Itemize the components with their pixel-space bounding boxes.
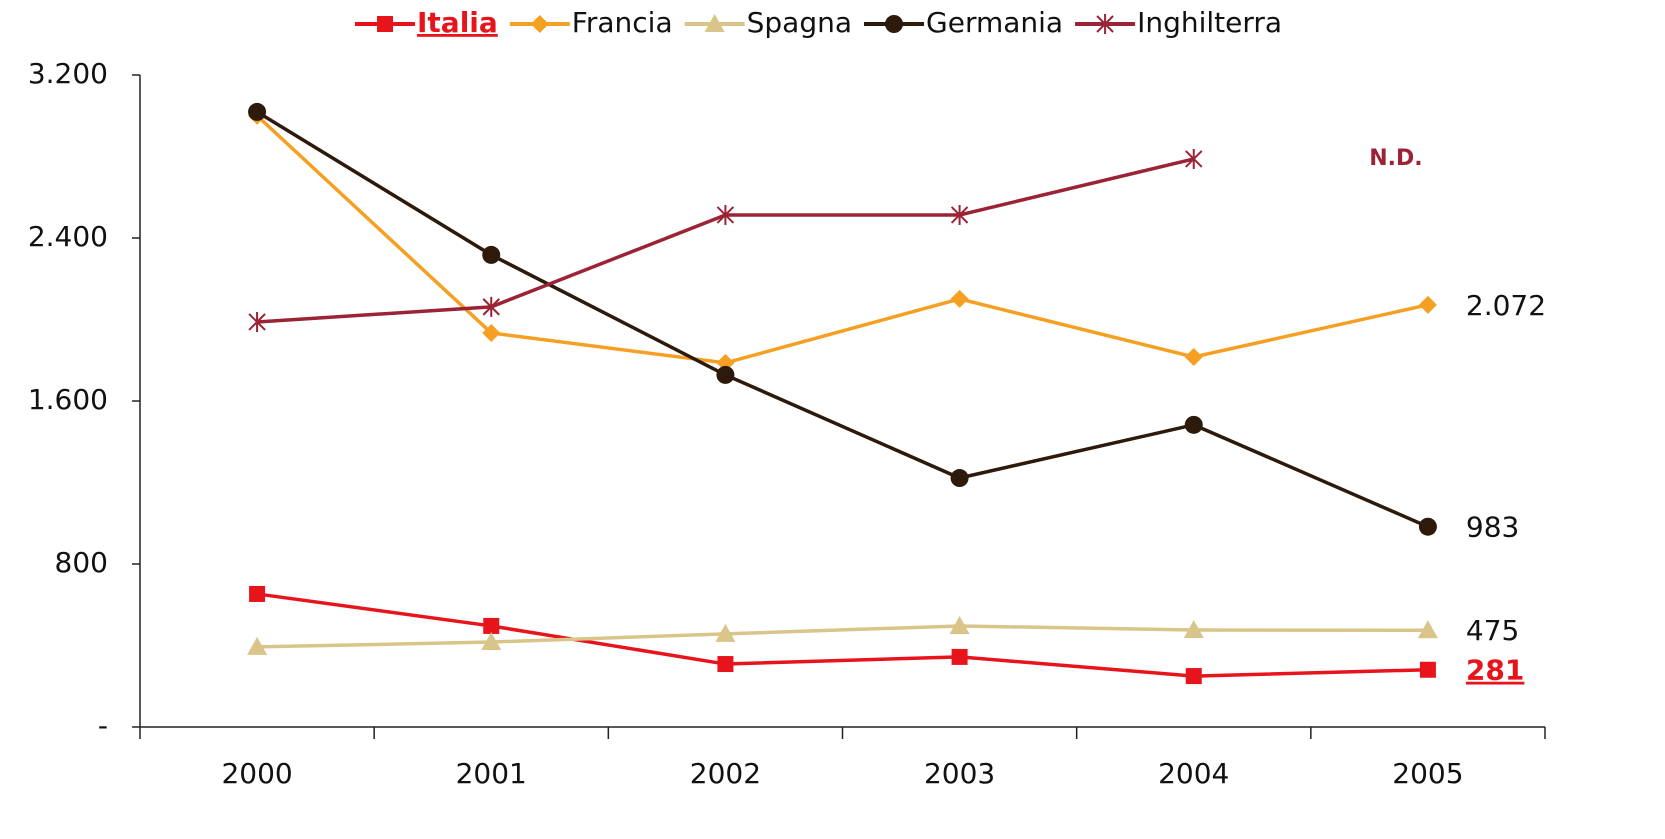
marker bbox=[247, 636, 268, 655]
marker bbox=[704, 14, 725, 32]
x-tick-label: 2003 bbox=[924, 757, 995, 790]
line bbox=[257, 624, 1428, 649]
marker bbox=[248, 311, 266, 332]
marker bbox=[950, 204, 969, 225]
marker bbox=[716, 204, 735, 225]
marker bbox=[482, 296, 500, 317]
legend-label: Inghilterra bbox=[1137, 6, 1282, 39]
marker bbox=[715, 623, 736, 642]
y-tick-label: 800 bbox=[55, 546, 108, 579]
marker bbox=[1418, 517, 1437, 536]
marker bbox=[950, 289, 969, 308]
series bbox=[248, 148, 1203, 332]
line bbox=[255, 114, 1429, 365]
line bbox=[256, 592, 1428, 678]
marker bbox=[717, 656, 734, 673]
y-tick-label: 3.200 bbox=[28, 57, 108, 90]
marker bbox=[1184, 347, 1203, 366]
value-label: 281 bbox=[1466, 654, 1524, 687]
y-tick-label: 1.600 bbox=[28, 383, 108, 416]
marker bbox=[950, 469, 969, 488]
marker bbox=[885, 15, 904, 33]
marker bbox=[482, 245, 501, 264]
marker bbox=[716, 365, 735, 384]
marker bbox=[1417, 620, 1438, 639]
marker bbox=[1418, 295, 1437, 314]
marker bbox=[377, 16, 393, 32]
x-tick-label: 2002 bbox=[690, 757, 761, 790]
marker bbox=[1096, 14, 1114, 34]
legend-label: Germania bbox=[926, 6, 1063, 39]
x-tick-label: 2004 bbox=[1158, 757, 1229, 790]
series bbox=[248, 102, 1437, 536]
marker bbox=[1185, 668, 1202, 685]
marker bbox=[530, 15, 549, 33]
annotation: N.D. bbox=[1369, 146, 1422, 171]
series bbox=[247, 615, 1438, 655]
legend: Italia Francia Spagna Germania Inghilterra bbox=[355, 6, 1282, 39]
marker bbox=[248, 102, 267, 121]
x-tick-label: 2001 bbox=[456, 757, 527, 790]
marker bbox=[1419, 661, 1436, 678]
y-tick-label: 2.400 bbox=[28, 220, 108, 253]
x-tick-label: 2005 bbox=[1392, 757, 1463, 790]
value-label: 475 bbox=[1466, 614, 1519, 647]
line bbox=[256, 157, 1195, 324]
marker bbox=[482, 323, 501, 342]
marker bbox=[951, 648, 968, 665]
marker bbox=[1185, 148, 1203, 169]
legend-label: Spagna bbox=[747, 6, 852, 39]
legend-label: Francia bbox=[572, 6, 673, 39]
value-label: 983 bbox=[1466, 511, 1519, 544]
series bbox=[249, 585, 1436, 685]
marker bbox=[481, 632, 502, 651]
marker bbox=[1184, 415, 1203, 434]
series bbox=[248, 106, 1437, 372]
value-label: 2.072 bbox=[1466, 289, 1546, 322]
marker bbox=[949, 615, 970, 634]
y-tick-label: - bbox=[98, 709, 108, 742]
legend-label: Italia bbox=[417, 6, 498, 39]
marker bbox=[249, 585, 266, 602]
marker bbox=[1183, 620, 1204, 639]
x-tick-label: 2000 bbox=[221, 757, 292, 790]
marker bbox=[483, 617, 500, 634]
line bbox=[256, 110, 1429, 529]
